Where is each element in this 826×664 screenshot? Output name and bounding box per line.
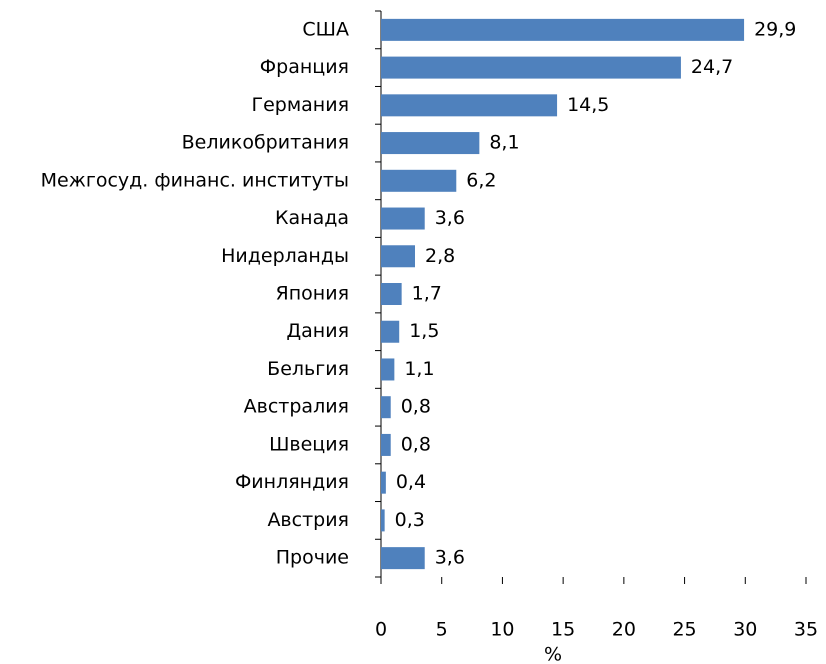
data-label: 0,8 bbox=[401, 396, 431, 418]
data-label: 6,2 bbox=[466, 169, 496, 191]
data-label: 1,1 bbox=[404, 358, 434, 380]
y-tick-label: Франция bbox=[260, 56, 349, 78]
data-label: 2,8 bbox=[425, 245, 455, 267]
x-tick-label: 15 bbox=[551, 619, 575, 641]
bar bbox=[381, 56, 681, 79]
y-tick-label: Бельгия bbox=[267, 358, 349, 380]
data-label: 0,4 bbox=[396, 471, 426, 493]
x-tick-label: 25 bbox=[672, 619, 696, 641]
y-tick-label: Канада bbox=[275, 207, 349, 229]
x-tick-label: 0 bbox=[375, 619, 387, 641]
x-tick-label: 10 bbox=[490, 619, 514, 641]
data-label: 8,1 bbox=[489, 132, 519, 154]
bar bbox=[381, 396, 391, 419]
y-tick-label: Межгосуд. финанс. институты bbox=[41, 169, 349, 191]
x-tick-label: 5 bbox=[436, 619, 448, 641]
data-label: 0,3 bbox=[395, 509, 425, 531]
bar bbox=[381, 132, 480, 155]
data-label: 29,9 bbox=[754, 18, 796, 40]
data-label: 24,7 bbox=[691, 56, 733, 78]
data-label: 3,6 bbox=[435, 547, 465, 569]
bar bbox=[381, 207, 425, 230]
x-tick-label: 30 bbox=[733, 619, 757, 641]
y-tick-label: США bbox=[302, 18, 349, 40]
bar bbox=[381, 547, 425, 570]
x-axis-label: % bbox=[544, 644, 562, 664]
y-tick-label: Австралия bbox=[244, 396, 349, 418]
y-tick-label: Австрия bbox=[267, 509, 349, 531]
data-label: 1,7 bbox=[412, 283, 442, 305]
bar bbox=[381, 358, 395, 381]
y-tick-label: Великобритания bbox=[182, 132, 349, 154]
data-label: 0,8 bbox=[401, 433, 431, 455]
bar bbox=[381, 433, 391, 456]
bar bbox=[381, 320, 400, 343]
bar bbox=[381, 283, 402, 305]
bar bbox=[381, 169, 457, 192]
y-tick-label: Япония bbox=[276, 283, 349, 305]
bar bbox=[381, 471, 386, 494]
y-tick-label: Дания bbox=[286, 320, 349, 342]
data-label: 3,6 bbox=[435, 207, 465, 229]
y-tick-label: Германия bbox=[251, 94, 349, 116]
bar bbox=[381, 245, 415, 268]
bar bbox=[381, 18, 745, 41]
data-label: 1,5 bbox=[409, 320, 439, 342]
y-tick-label: Нидерланды bbox=[221, 245, 349, 267]
y-tick-label: Прочие bbox=[276, 547, 349, 569]
x-tick-label: 35 bbox=[794, 619, 818, 641]
y-tick-label: Финляндия bbox=[235, 471, 349, 493]
x-tick-label: 20 bbox=[612, 619, 636, 641]
bar bbox=[381, 509, 385, 532]
data-label: 14,5 bbox=[567, 94, 609, 116]
y-tick-label: Швеция bbox=[269, 433, 349, 455]
bar bbox=[381, 94, 558, 117]
